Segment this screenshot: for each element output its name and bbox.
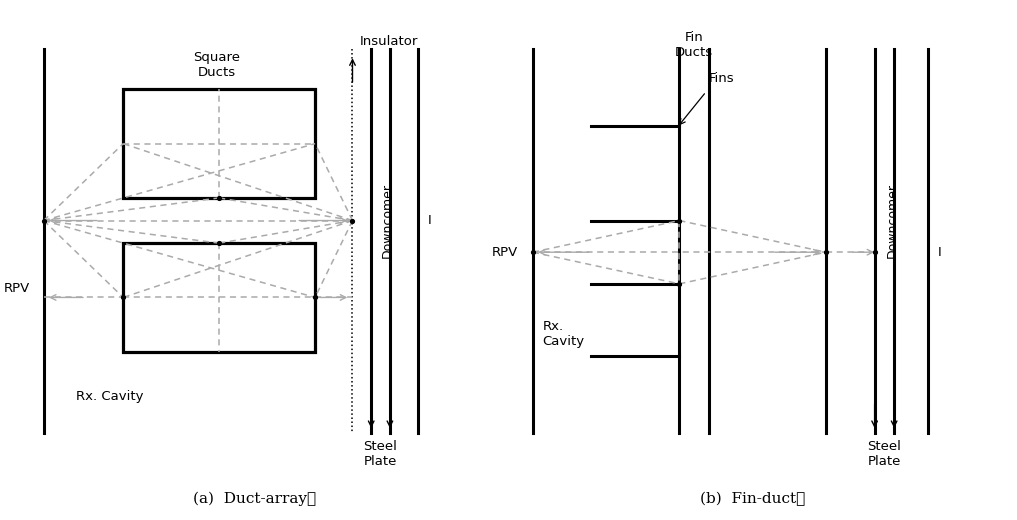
- Text: RPV: RPV: [3, 282, 29, 295]
- Text: Steel
Plate: Steel Plate: [364, 440, 398, 468]
- Text: Fin
Ducts: Fin Ducts: [675, 31, 713, 59]
- Text: Square
Ducts: Square Ducts: [193, 51, 240, 79]
- Text: Fins: Fins: [709, 72, 734, 85]
- Text: RPV: RPV: [492, 246, 519, 259]
- Text: (a)  Duct-array형: (a) Duct-array형: [192, 492, 316, 506]
- Text: (b)  Fin-duct형: (b) Fin-duct형: [700, 492, 805, 506]
- Text: Rx.
Cavity: Rx. Cavity: [543, 320, 585, 348]
- Text: Rx. Cavity: Rx. Cavity: [76, 391, 144, 404]
- Text: Steel
Plate: Steel Plate: [868, 440, 901, 468]
- Bar: [123, 243, 315, 352]
- Text: Downcomer: Downcomer: [886, 183, 898, 258]
- Text: Insulator: Insulator: [360, 35, 418, 48]
- Text: I: I: [427, 214, 431, 227]
- Text: Downcomer: Downcomer: [380, 183, 394, 258]
- Bar: [123, 89, 315, 198]
- Text: I: I: [938, 246, 942, 259]
